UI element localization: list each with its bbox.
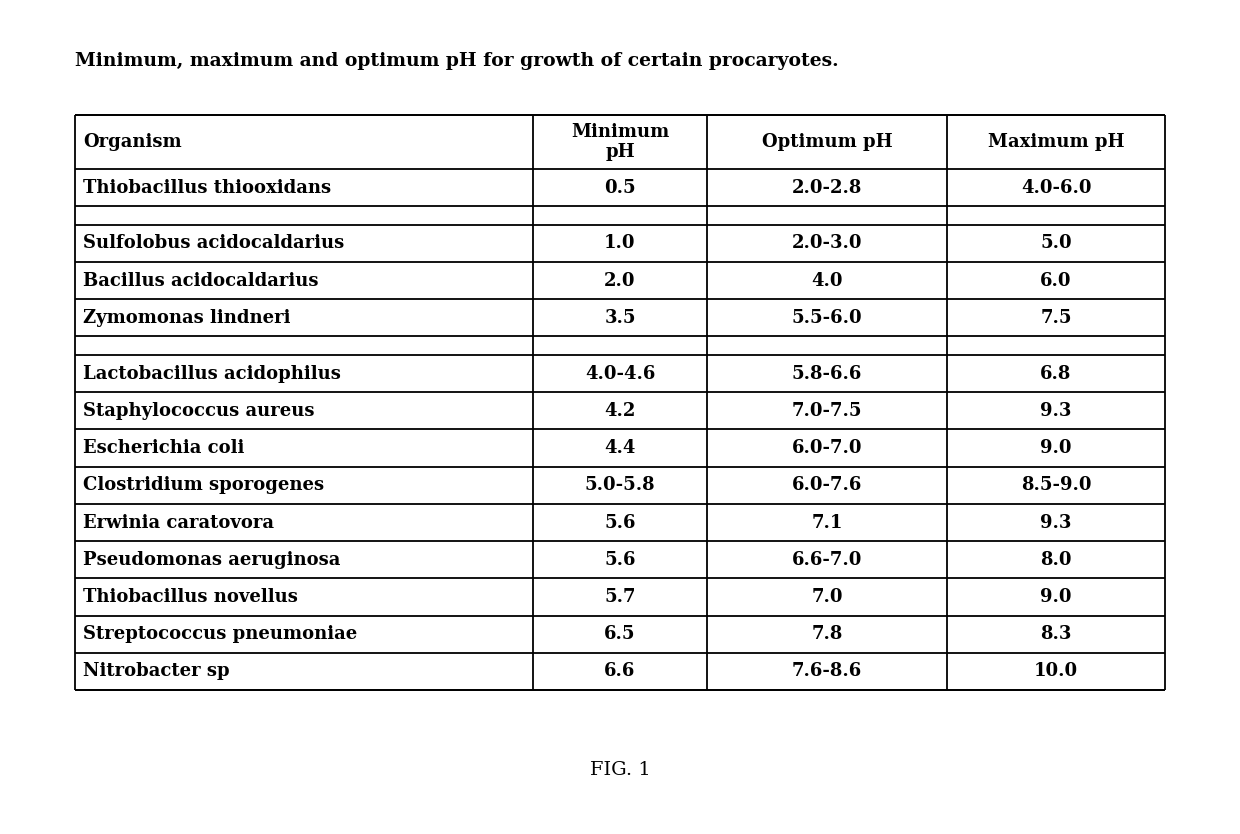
Text: Streptococcus pneumoniae: Streptococcus pneumoniae — [83, 626, 357, 643]
Text: Zymomonas lindneri: Zymomonas lindneri — [83, 309, 290, 327]
Text: 6.6: 6.6 — [604, 662, 636, 681]
Text: Optimum pH: Optimum pH — [761, 133, 893, 151]
Text: Lactobacillus acidophilus: Lactobacillus acidophilus — [83, 364, 341, 383]
Text: Nitrobacter sp: Nitrobacter sp — [83, 662, 229, 681]
Text: 7.8: 7.8 — [811, 626, 843, 643]
Text: Minimum
pH: Minimum pH — [570, 123, 670, 162]
Text: 5.0-5.8: 5.0-5.8 — [585, 476, 655, 495]
Text: 2.0: 2.0 — [604, 272, 636, 289]
Text: 6.8: 6.8 — [1040, 364, 1071, 383]
Text: 6.6-7.0: 6.6-7.0 — [792, 550, 862, 569]
Text: 6.5: 6.5 — [604, 626, 636, 643]
Text: 8.3: 8.3 — [1040, 626, 1071, 643]
Text: FIG. 1: FIG. 1 — [590, 761, 650, 779]
Text: Maximum pH: Maximum pH — [988, 133, 1125, 151]
Text: 3.5: 3.5 — [604, 309, 636, 327]
Text: 4.0-6.0: 4.0-6.0 — [1021, 178, 1091, 197]
Text: 4.0-4.6: 4.0-4.6 — [585, 364, 655, 383]
Text: 5.8-6.6: 5.8-6.6 — [792, 364, 862, 383]
Text: 7.6-8.6: 7.6-8.6 — [792, 662, 862, 681]
Text: Thiobacillus novellus: Thiobacillus novellus — [83, 588, 298, 606]
Text: 2.0-2.8: 2.0-2.8 — [792, 178, 862, 197]
Text: 9.3: 9.3 — [1040, 514, 1071, 531]
Text: Staphylococcus aureus: Staphylococcus aureus — [83, 402, 315, 420]
Text: Escherichia coli: Escherichia coli — [83, 439, 244, 457]
Text: Clostridium sporogenes: Clostridium sporogenes — [83, 476, 324, 495]
Text: 5.0: 5.0 — [1040, 234, 1071, 253]
Text: Pseudomonas aeruginosa: Pseudomonas aeruginosa — [83, 550, 340, 569]
Text: 5.5-6.0: 5.5-6.0 — [792, 309, 862, 327]
Text: 4.4: 4.4 — [604, 439, 636, 457]
Text: 10.0: 10.0 — [1034, 662, 1078, 681]
Text: 4.0: 4.0 — [811, 272, 843, 289]
Text: Thiobacillus thiooxidans: Thiobacillus thiooxidans — [83, 178, 331, 197]
Text: 5.6: 5.6 — [604, 514, 636, 531]
Text: Organism: Organism — [83, 133, 181, 151]
Text: 4.2: 4.2 — [604, 402, 636, 420]
Text: 1.0: 1.0 — [604, 234, 636, 253]
Text: 5.7: 5.7 — [604, 588, 636, 606]
Text: Erwinia caratovora: Erwinia caratovora — [83, 514, 274, 531]
Text: Sulfolobus acidocaldarius: Sulfolobus acidocaldarius — [83, 234, 345, 253]
Text: 8.5-9.0: 8.5-9.0 — [1021, 476, 1091, 495]
Text: 9.0: 9.0 — [1040, 588, 1071, 606]
Text: Bacillus acidocaldarius: Bacillus acidocaldarius — [83, 272, 319, 289]
Text: 6.0-7.0: 6.0-7.0 — [792, 439, 862, 457]
Text: 9.0: 9.0 — [1040, 439, 1071, 457]
Text: 0.5: 0.5 — [604, 178, 636, 197]
Text: 5.6: 5.6 — [604, 550, 636, 569]
Text: 7.5: 7.5 — [1040, 309, 1071, 327]
Text: 7.0-7.5: 7.0-7.5 — [792, 402, 862, 420]
Text: Minimum, maximum and optimum pH for growth of certain procaryotes.: Minimum, maximum and optimum pH for grow… — [74, 52, 838, 70]
Text: 8.0: 8.0 — [1040, 550, 1071, 569]
Text: 6.0-7.6: 6.0-7.6 — [792, 476, 862, 495]
Text: 7.1: 7.1 — [811, 514, 843, 531]
Text: 6.0: 6.0 — [1040, 272, 1071, 289]
Text: 7.0: 7.0 — [811, 588, 843, 606]
Text: 9.3: 9.3 — [1040, 402, 1071, 420]
Text: 2.0-3.0: 2.0-3.0 — [792, 234, 862, 253]
